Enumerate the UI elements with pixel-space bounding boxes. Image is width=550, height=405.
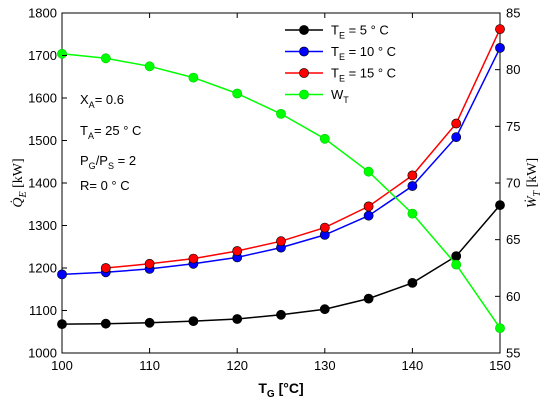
series-3-point <box>144 258 155 269</box>
series-3-point <box>407 170 418 181</box>
y-left-tick-label: 1200 <box>28 261 57 276</box>
y-left-tick-label: 1000 <box>28 346 57 361</box>
annotation-line-4: R= 0 ° C <box>80 178 130 193</box>
x-tick-label: 120 <box>226 358 248 373</box>
x-tick-label: 140 <box>402 358 424 373</box>
x-tick-label: 100 <box>51 358 73 373</box>
series-4-point <box>319 133 330 144</box>
legend-label-4: WT <box>331 87 349 105</box>
legend-label-1: TE = 5 ° C <box>331 23 389 41</box>
series-1-point <box>57 319 67 329</box>
series-1-point <box>100 318 111 329</box>
series-3-point <box>100 263 111 273</box>
y-left-tick-label: 1700 <box>28 48 57 63</box>
series-4-point <box>407 208 418 219</box>
series-1-point <box>276 309 286 320</box>
y-right-tick-label: 70 <box>506 176 520 191</box>
y-right-axis-label: ẆT [kW] <box>523 158 543 208</box>
series-2-point <box>363 210 374 221</box>
legend-marker-2 <box>299 46 309 57</box>
y-right-tick-label: 75 <box>506 119 520 134</box>
series-3-point <box>363 201 374 212</box>
x-tick-label: 150 <box>489 358 511 373</box>
x-tick-label: 130 <box>314 358 336 373</box>
series-4-point <box>100 53 111 64</box>
series-4-point <box>276 109 286 119</box>
series-1-point <box>363 293 374 304</box>
y-right-tick-label: 55 <box>506 346 520 361</box>
series-line-3 <box>105 28 501 269</box>
series-2-point <box>57 269 67 280</box>
series-1-point <box>495 200 505 210</box>
series-2-point <box>407 181 418 191</box>
legend-marker-1 <box>299 25 309 35</box>
plot-area <box>61 12 501 354</box>
series-4-point <box>495 323 505 333</box>
series-4-point <box>363 166 374 177</box>
series-4-point <box>232 88 243 99</box>
series-4-point <box>144 61 155 72</box>
series-1-point <box>144 317 155 328</box>
series-3-point <box>451 118 462 129</box>
y-right-tick-label: 60 <box>506 289 520 304</box>
y-left-tick-label: 1400 <box>28 176 57 191</box>
series-2-point <box>451 132 462 142</box>
series-1-point <box>451 251 462 261</box>
y-left-tick-label: 1600 <box>28 91 57 106</box>
series-4-point <box>451 259 462 270</box>
series-4-point <box>188 72 199 83</box>
series-4-point <box>57 48 67 59</box>
annotation-line-1: XA= 0.6 <box>80 92 124 110</box>
series-1-point <box>407 277 418 288</box>
annotation-line-3: PG/PS = 2 <box>80 153 136 171</box>
y-right-tick-label: 85 <box>506 6 520 21</box>
y-right-tick-label: 80 <box>506 62 520 77</box>
legend-label-3: TE = 15 ° C <box>331 66 396 84</box>
series-3-point <box>276 236 286 247</box>
legend-label-2: TE = 10 ° C <box>331 44 396 62</box>
annotation-line-2: TA= 25 ° C <box>80 123 141 141</box>
x-tick-label: 110 <box>139 358 160 373</box>
series-1-point <box>319 304 330 315</box>
series-1-point <box>232 314 243 324</box>
y-left-axis-label: Q̇E [kW] <box>10 158 29 207</box>
series-3-point <box>188 253 199 264</box>
y-left-tick-label: 1800 <box>28 6 57 21</box>
series-3-point <box>319 222 330 233</box>
series-1-point <box>188 316 199 326</box>
y-left-tick-label: 1100 <box>29 303 57 318</box>
y-left-tick-label: 1500 <box>28 133 57 148</box>
y-right-tick-label: 65 <box>506 232 520 247</box>
x-axis-label: TG [°C] <box>258 380 303 400</box>
series-2-point <box>495 43 505 53</box>
legend-marker-4 <box>299 89 309 100</box>
series-3-point <box>495 24 505 34</box>
series-3-point <box>232 246 243 256</box>
legend-marker-3 <box>299 68 309 78</box>
y-left-tick-label: 1300 <box>28 218 57 233</box>
